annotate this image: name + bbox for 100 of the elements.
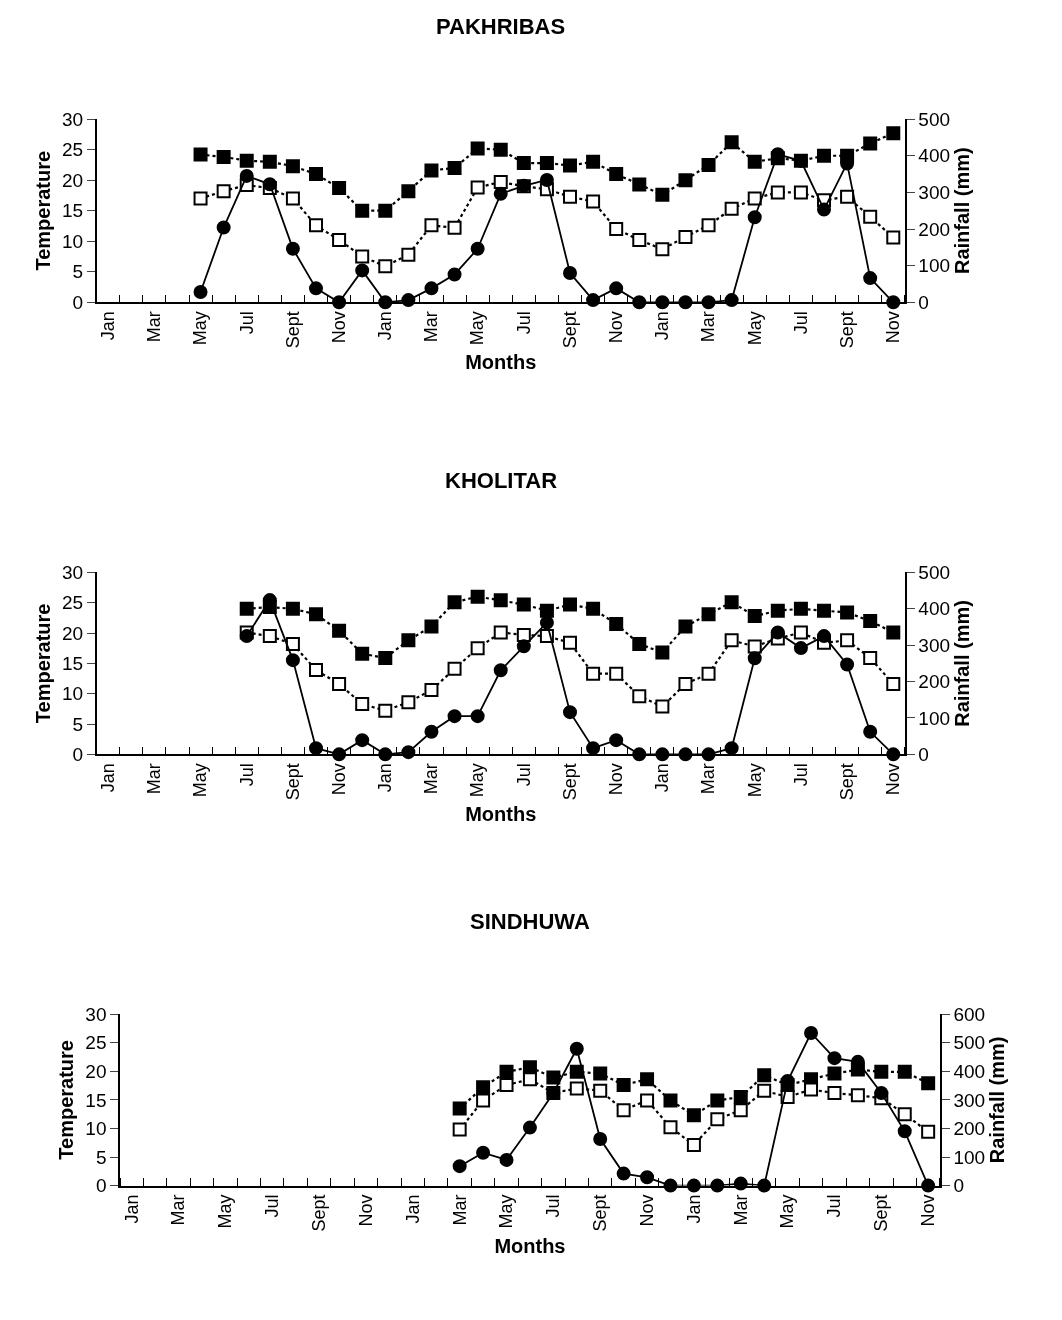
x-tick-label: Sept [308, 1194, 329, 1232]
chart-title: KHOLITAR [445, 468, 558, 493]
y-tick-label: 5 [72, 261, 84, 283]
x-tick-label: Mar [698, 763, 719, 795]
y2-tick-label: 100 [918, 255, 951, 277]
x-tick-label: Sept [559, 311, 580, 349]
x-tick-label: Mar [449, 1194, 470, 1226]
y-tick-label: 15 [61, 200, 84, 222]
y2-tick-label: 200 [918, 218, 951, 240]
y2-tick-label: 100 [918, 707, 951, 729]
x-tick-label: Jul [262, 1194, 283, 1218]
x-tick-label: May [744, 763, 765, 798]
x-tick-label: Nov [883, 763, 904, 796]
x-tick-label: Sept [559, 763, 580, 801]
x-tick-label: Jul [543, 1194, 564, 1218]
x-tick-label: May [190, 763, 211, 798]
y2-tick-label: 100 [953, 1146, 986, 1168]
x-tick-label: May [744, 311, 765, 346]
x-tick-label: Jan [652, 763, 673, 793]
y2-tick-label: 500 [918, 562, 951, 584]
x-tick-label: Mar [421, 763, 442, 795]
y2-tick-label: 500 [918, 108, 951, 130]
x-tick-label: Jul [790, 763, 811, 787]
y-tick-label: 30 [61, 108, 84, 130]
y2-tick-label: 400 [918, 598, 951, 620]
y-tick-label: 0 [72, 743, 84, 765]
x-tick-label: May [215, 1194, 236, 1229]
x-tick-label: Jul [513, 311, 534, 335]
y2-axis-title: Rainfall (mm) [986, 1036, 1009, 1164]
x-tick-label: Mar [730, 1194, 751, 1226]
x-tick-label: Jul [513, 763, 534, 787]
y2-tick-label: 400 [953, 1060, 986, 1082]
x-tick-label: Jan [375, 311, 396, 341]
y-tick-label: 5 [95, 1146, 107, 1168]
y-axis-title: Temperature [55, 1040, 78, 1160]
y2-tick-label: 0 [918, 743, 929, 765]
x-axis-title: Months [494, 1234, 566, 1257]
y-axis-title: Temperature [31, 603, 54, 724]
y2-tick-label: 400 [918, 145, 951, 167]
x-tick-label: Jan [652, 311, 673, 341]
y-tick-label: 0 [72, 291, 84, 313]
x-tick-label: Jan [683, 1194, 704, 1224]
y2-tick-label: 300 [918, 182, 951, 204]
y2-tick-label: 500 [953, 1032, 986, 1054]
x-tick-label: May [496, 1194, 517, 1229]
x-tick-label: Jul [236, 311, 257, 335]
x-tick-label: Sept [590, 1194, 611, 1232]
y-tick-label: 20 [61, 169, 84, 191]
y-tick-label: 10 [61, 230, 84, 252]
x-tick-label: Nov [918, 1194, 939, 1227]
y2-tick-label: 600 [953, 1003, 986, 1025]
x-tick-label: May [467, 311, 488, 346]
x-tick-label: Jan [375, 763, 396, 793]
x-tick-label: Nov [328, 311, 349, 344]
x-tick-label: May [467, 763, 488, 798]
y-tick-label: 25 [61, 139, 84, 161]
x-tick-label: Sept [871, 1194, 892, 1232]
y-tick-label: 25 [85, 1032, 107, 1054]
y2-tick-label: 0 [918, 291, 929, 313]
y-tick-label: 0 [95, 1175, 107, 1197]
x-tick-label: Jan [402, 1194, 423, 1224]
x-tick-label: Jan [98, 311, 119, 341]
y-tick-label: 25 [61, 592, 84, 614]
chart-title: SINDHUWA [470, 909, 590, 934]
x-tick-label: Jan [121, 1194, 142, 1224]
x-axis-title: Months [465, 351, 537, 374]
x-tick-label: Jan [98, 763, 119, 793]
x-tick-label: May [190, 311, 211, 346]
y2-tick-label: 200 [953, 1118, 986, 1140]
x-tick-label: Nov [636, 1194, 657, 1227]
y-tick-label: 15 [61, 653, 84, 675]
x-tick-label: Nov [606, 763, 627, 796]
x-tick-label: Sept [282, 763, 303, 801]
x-axis-title: Months [465, 803, 537, 826]
x-tick-label: Nov [355, 1194, 376, 1227]
x-tick-label: Sept [836, 763, 857, 801]
x-tick-label: Jul [236, 763, 257, 787]
x-tick-label: Nov [606, 311, 627, 344]
x-tick-label: May [777, 1194, 798, 1229]
x-tick-label: Mar [144, 311, 165, 343]
y-tick-label: 20 [85, 1060, 107, 1082]
y-tick-label: 30 [85, 1003, 107, 1025]
y-tick-label: 5 [72, 713, 84, 735]
y-tick-label: 10 [85, 1118, 107, 1140]
y2-axis-title: Rainfall (mm) [951, 147, 974, 275]
x-tick-label: Sept [836, 311, 857, 349]
y2-axis-title: Rainfall (mm) [951, 600, 974, 727]
x-tick-label: Mar [421, 311, 442, 343]
x-tick-label: Nov [883, 311, 904, 344]
x-tick-label: Mar [144, 763, 165, 795]
y2-tick-label: 300 [918, 634, 951, 656]
y2-tick-label: 0 [953, 1175, 964, 1197]
y2-tick-label: 300 [953, 1089, 986, 1111]
x-tick-label: Mar [168, 1194, 189, 1226]
x-tick-label: Sept [282, 311, 303, 349]
y-tick-label: 15 [85, 1089, 107, 1111]
chart-title: PAKHRIBAS [436, 14, 566, 39]
y-tick-label: 10 [61, 683, 84, 705]
x-tick-label: Nov [328, 763, 349, 796]
y2-tick-label: 200 [918, 671, 951, 693]
